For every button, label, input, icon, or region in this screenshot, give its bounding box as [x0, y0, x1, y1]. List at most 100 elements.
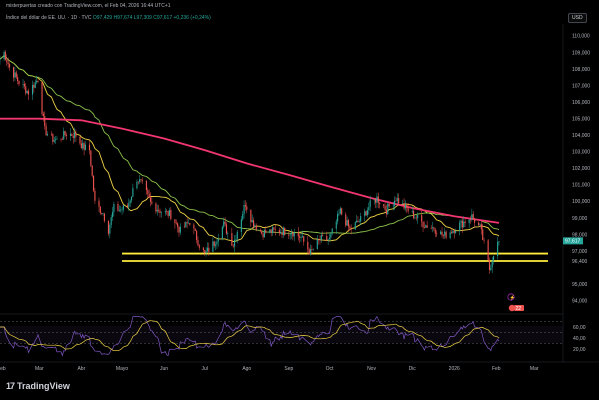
- candle-body: [414, 217, 416, 219]
- candle-body: [183, 226, 185, 228]
- candle-body: [303, 236, 305, 242]
- economic-event-icon: [507, 293, 515, 301]
- candle-body: [72, 136, 74, 138]
- candle-body: [80, 143, 82, 149]
- currency-button[interactable]: USD: [568, 13, 587, 23]
- candle-body: [107, 220, 110, 234]
- candle-body: [64, 131, 66, 136]
- candle-body: [265, 230, 267, 233]
- candle-body: [136, 181, 138, 189]
- symbol-title[interactable]: Índice del dólar de EE. UU. · 1D · TVC: [6, 15, 92, 21]
- candle-body: [128, 202, 130, 207]
- candle-body: [350, 228, 352, 230]
- candle-body: [113, 203, 115, 213]
- candle-body: [450, 232, 453, 234]
- candle-body: [186, 222, 188, 224]
- candle-body: [422, 221, 424, 228]
- candle-body: [431, 227, 434, 228]
- candle-body: [357, 220, 359, 223]
- candle-body: [60, 138, 62, 140]
- time-tick: Mar: [35, 366, 44, 372]
- candle-body: [168, 210, 171, 216]
- candle-body: [479, 224, 481, 225]
- candle-body: [346, 220, 348, 226]
- candle-body: [259, 229, 261, 232]
- candle-body: [50, 134, 53, 135]
- price-tick: 101,000: [572, 183, 590, 189]
- candle-body: [36, 80, 38, 83]
- candle-body: [271, 227, 274, 233]
- candle-body: [269, 229, 271, 233]
- candle-body: [8, 64, 11, 68]
- candle-body: [189, 222, 191, 225]
- candle-body: [246, 206, 248, 210]
- candle-body: [166, 211, 168, 212]
- candle-body: [26, 90, 28, 94]
- candle-body: [319, 239, 321, 241]
- time-tick: Oct: [326, 366, 334, 372]
- candle-body: [366, 210, 369, 216]
- ohlc-values: O97,429 H97,674 L97,309 C97,617 +0,236 (…: [92, 15, 211, 21]
- candle-body: [497, 242, 499, 257]
- price-tick: 108,000: [572, 67, 590, 73]
- candle-body: [263, 230, 265, 238]
- time-tick: Abr: [77, 366, 85, 372]
- candle-body: [354, 222, 356, 230]
- candle-body: [160, 212, 162, 213]
- candle-body: [278, 229, 280, 234]
- candle-body: [45, 125, 47, 136]
- candle-body: [205, 251, 207, 253]
- candle-body: [364, 211, 366, 217]
- candle-body: [118, 209, 120, 211]
- event-markers[interactable]: ⚡ 22: [507, 293, 524, 312]
- time-tick: Nov: [367, 366, 376, 372]
- candle-body: [250, 209, 252, 223]
- candle-body: [455, 231, 457, 233]
- candle-body: [31, 84, 34, 95]
- candle-body: [224, 221, 226, 225]
- rsi-tick: 60,00: [573, 325, 586, 331]
- candle-body: [375, 199, 377, 203]
- candle-body: [235, 239, 237, 240]
- ma-fast-line: [0, 54, 500, 242]
- candle-body: [25, 86, 27, 94]
- candle-body: [140, 179, 142, 180]
- tradingview-brand[interactable]: 17 TradingView: [6, 381, 70, 391]
- candle-body: [84, 144, 86, 150]
- candle-body: [270, 229, 272, 233]
- candle-body: [130, 196, 133, 201]
- candle-body: [17, 77, 19, 81]
- candle-body: [141, 179, 143, 181]
- candle-body: [356, 220, 358, 223]
- moving-averages: [0, 54, 500, 242]
- candle-body: [252, 220, 255, 227]
- candle-body: [460, 220, 462, 223]
- candle-body: [88, 144, 91, 151]
- candle-body: [193, 224, 195, 229]
- candle-body: [221, 226, 223, 240]
- candle-body: [0, 59, 1, 60]
- price-tick: 103,000: [572, 150, 590, 156]
- candle-body: [436, 233, 438, 235]
- candle-body: [464, 221, 466, 224]
- candle-body: [204, 250, 206, 253]
- candle-body: [347, 220, 350, 227]
- candle-body: [156, 209, 158, 212]
- candle-body: [23, 83, 25, 87]
- candle-body: [320, 235, 322, 240]
- candle-body: [469, 219, 472, 221]
- candle-body: [339, 208, 341, 214]
- price-tick: 100,000: [572, 199, 590, 205]
- candle-body: [148, 193, 150, 198]
- candle-body: [312, 248, 314, 250]
- candle-body: [478, 222, 480, 225]
- candle-body: [4, 51, 6, 60]
- candle-body: [474, 218, 476, 223]
- price-tick: 105,000: [572, 116, 590, 122]
- candle-body: [216, 241, 218, 245]
- candle-body: [27, 90, 30, 95]
- price-tick: 104,000: [572, 133, 590, 139]
- candle-body: [383, 204, 385, 207]
- time-tick: Sep: [284, 366, 293, 372]
